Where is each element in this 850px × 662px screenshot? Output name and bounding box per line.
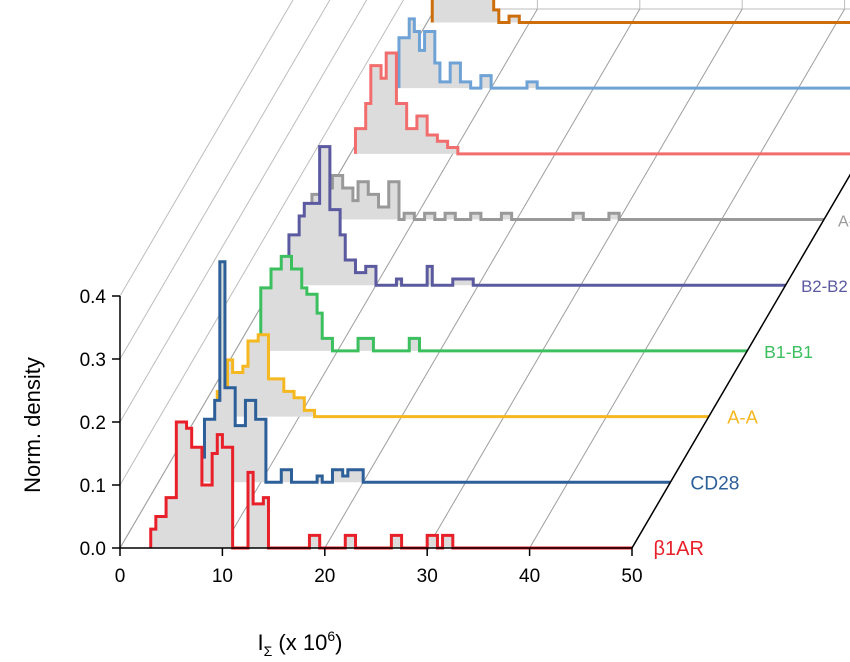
x-tick-label: 50: [621, 566, 642, 587]
series-fill-A-A: [217, 334, 325, 417]
x-axis-title-close: ): [335, 630, 342, 655]
series-line-B1-A: [397, 17, 850, 90]
floor-grid-line: [324, 8, 641, 549]
series-line-A-B2: [353, 51, 850, 156]
y-axis-title: Norm. density: [20, 357, 45, 493]
y-tick-label: 0.0: [80, 539, 106, 560]
y-tick-label: 0.1: [80, 476, 106, 497]
series-fill-CD28: [189, 261, 405, 483]
axis-layer: 0 10 20 30 40 50 0.0 0.1 0.2 0.3 0.4: [80, 173, 850, 587]
x-axis-title-sup: 6: [327, 628, 335, 644]
x-axis-title-rest: (x 10: [272, 630, 327, 655]
side-grid-line: [119, 0, 368, 423]
side-grid-line: [119, 0, 294, 297]
y-tick-label: 0.4: [80, 287, 107, 308]
series-label-B1-B1: B1-B1: [764, 342, 813, 362]
x-tick-label: 20: [314, 566, 335, 587]
series-layer: [149, 0, 850, 550]
side-grid-line: [119, 0, 405, 486]
floor-grid-line: [221, 8, 538, 549]
floor-grid-line: [426, 8, 743, 549]
x-axis-title-sub: Σ: [264, 643, 273, 659]
floor-grid-line: [529, 8, 846, 549]
y-tick-label: 0.2: [80, 413, 106, 434]
x-axis-title: IΣ (x 106): [258, 628, 343, 659]
x-tick-label: 40: [519, 566, 540, 587]
series-label-A-B1: A-B1: [838, 214, 850, 231]
series-line-B1-B1: [259, 254, 748, 353]
x-tick-label: 10: [212, 566, 233, 587]
series-line-B1-B2: [430, 0, 850, 24]
series-line-CD28: [189, 260, 671, 484]
series-fill-B1-A: [398, 18, 538, 89]
y-tick-label: 0.3: [80, 350, 106, 371]
series-label-B2-B2: B2-B2: [801, 277, 848, 296]
series-line-B2-B2: [287, 145, 786, 287]
series-fill-B1-B2: [432, 0, 530, 23]
series-label-CD28: CD28: [690, 473, 739, 494]
series-label-β1AR: β1AR: [654, 538, 704, 560]
series-line-A-A: [215, 333, 709, 419]
series-fill-β1AR: [150, 422, 453, 548]
x-tick-label: 30: [417, 566, 438, 587]
series-fill-B2-B2: [288, 146, 484, 286]
side-grid-line: [119, 0, 331, 360]
series-label-A-A: A-A: [727, 407, 758, 428]
series-line-A-B1: [310, 173, 824, 222]
x-tick-label: 0: [115, 566, 126, 587]
z-axis-line: [631, 173, 850, 549]
x-axis-title-main: I: [258, 630, 264, 655]
